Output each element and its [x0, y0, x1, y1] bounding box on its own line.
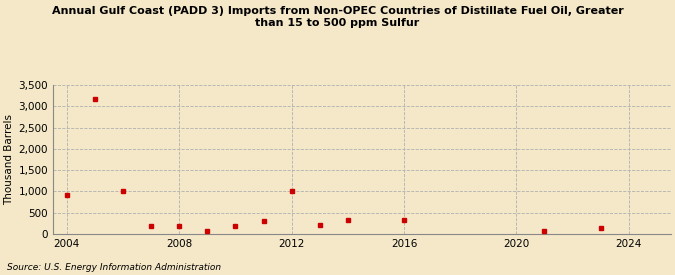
Text: Annual Gulf Coast (PADD 3) Imports from Non-OPEC Countries of Distillate Fuel Oi: Annual Gulf Coast (PADD 3) Imports from … [51, 6, 624, 28]
Text: Source: U.S. Energy Information Administration: Source: U.S. Energy Information Administ… [7, 263, 221, 272]
Y-axis label: Thousand Barrels: Thousand Barrels [4, 114, 14, 205]
